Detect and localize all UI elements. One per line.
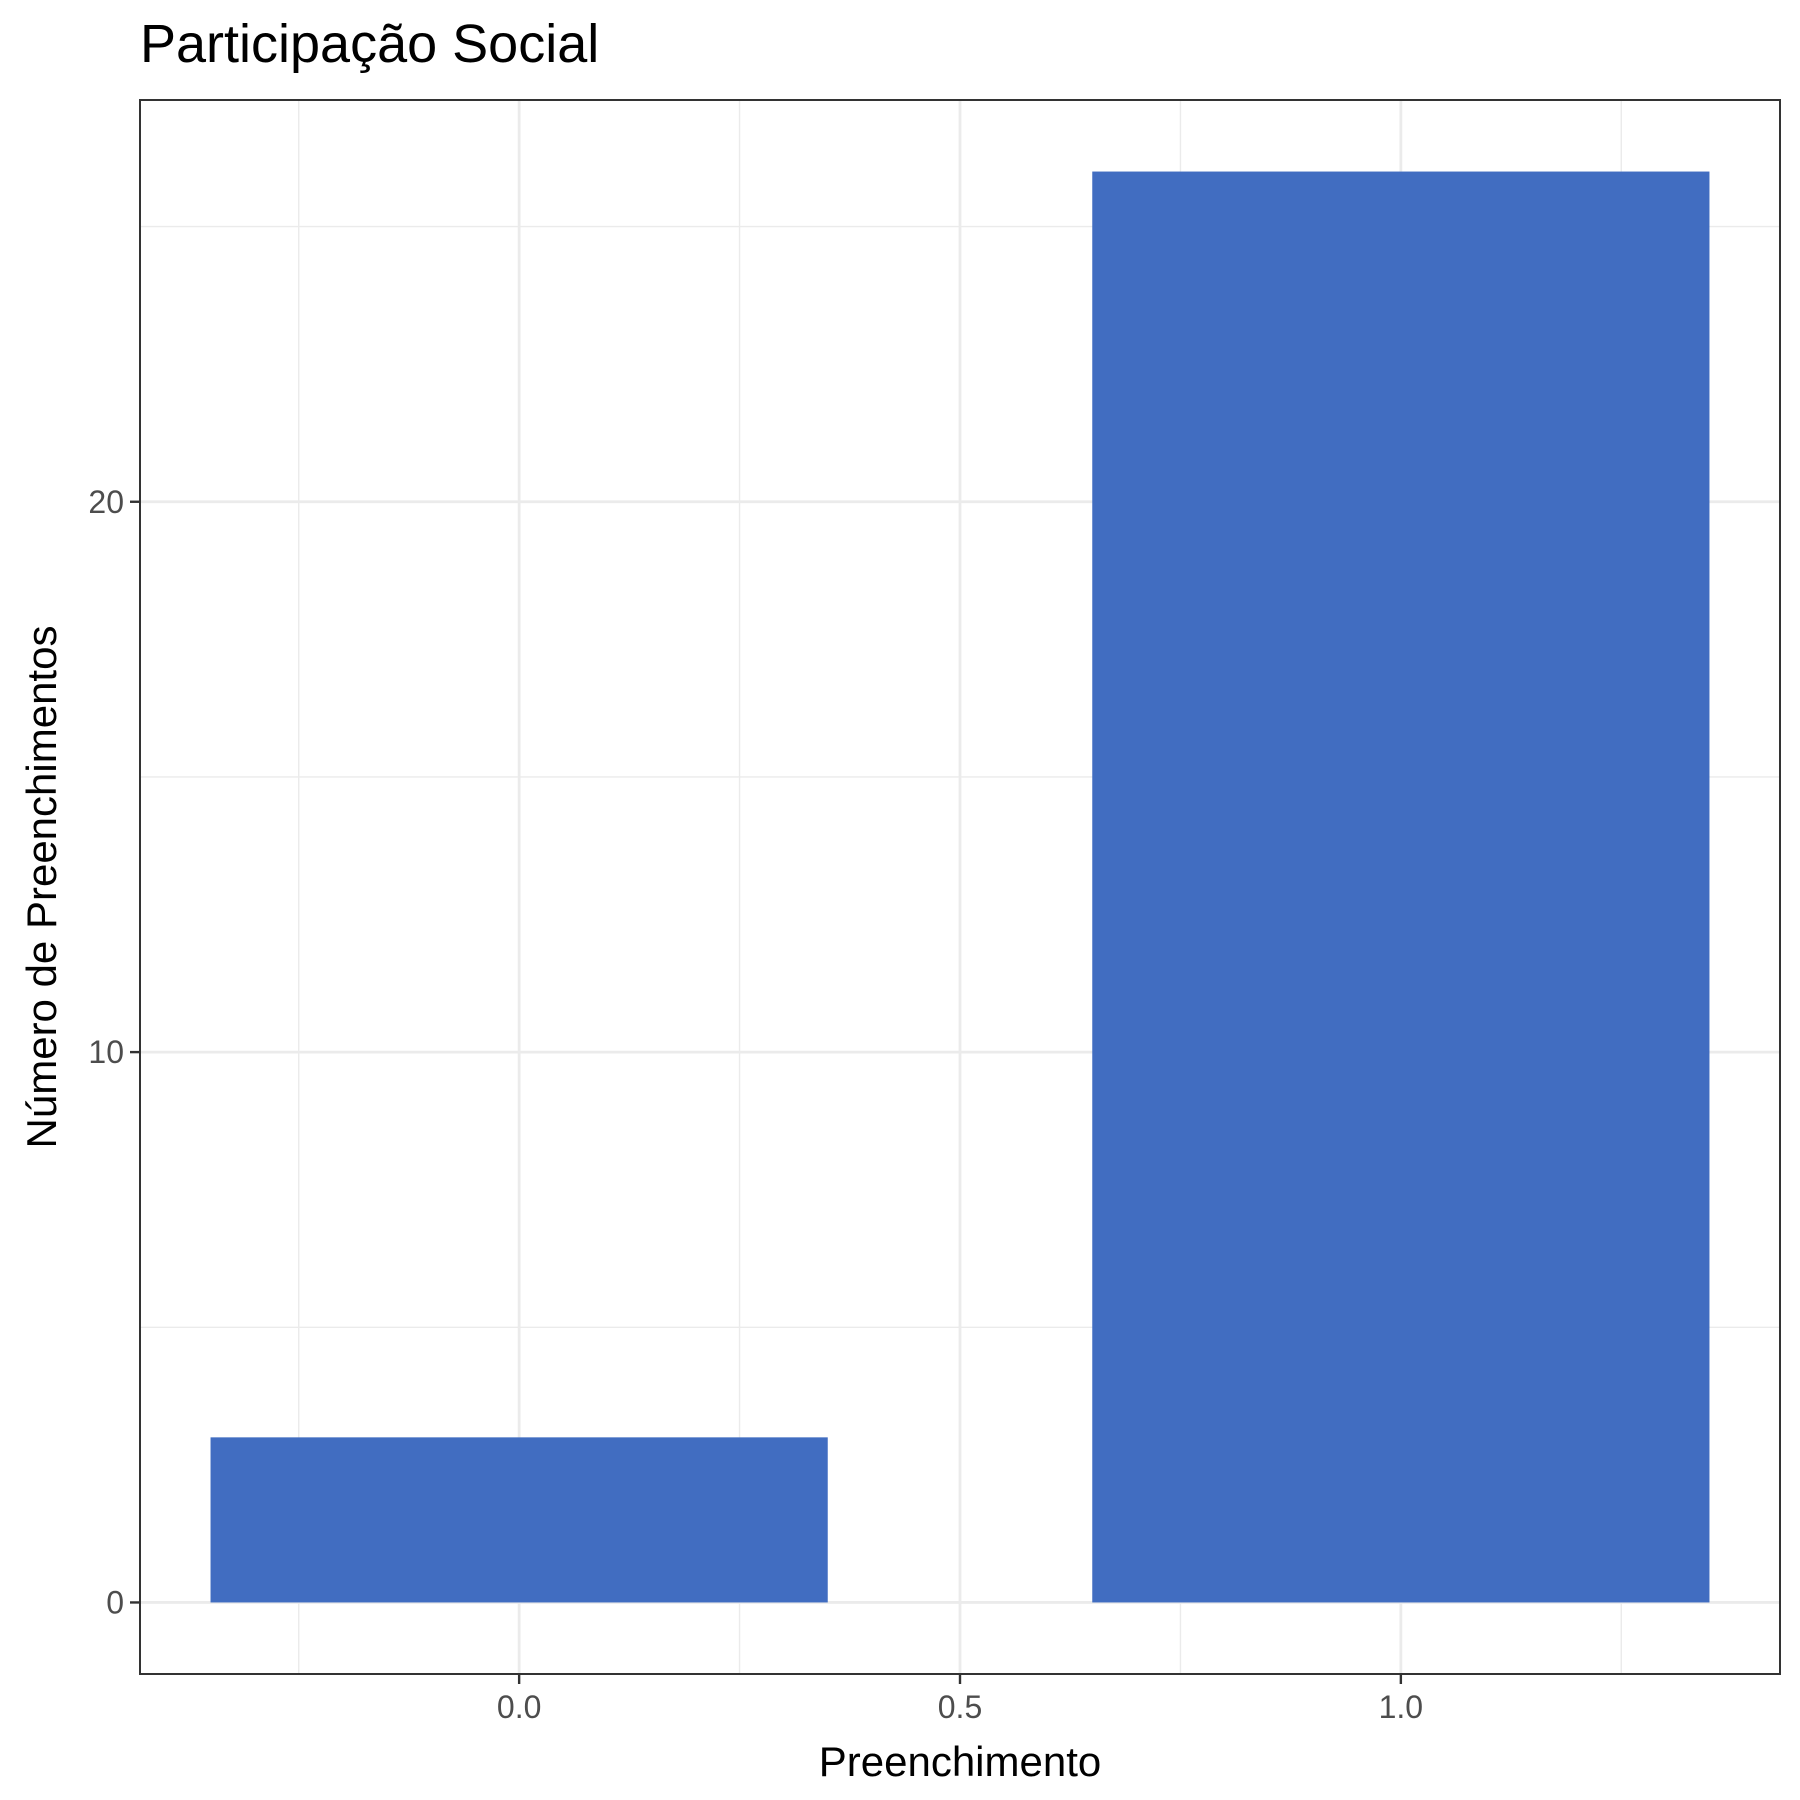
y-axis-title: Número de Preenchimentos: [18, 626, 65, 1149]
bar-1: [1092, 171, 1710, 1603]
bars: [210, 171, 1710, 1603]
x-axis: 0.0 0.5 1.0: [497, 1674, 1423, 1725]
y-tick-label: 10: [88, 1034, 124, 1070]
x-tick-label: 0.5: [938, 1689, 982, 1725]
y-tick-label: 0: [106, 1584, 124, 1620]
y-tick-label: 20: [88, 484, 124, 520]
y-axis: 0 10 20: [88, 484, 140, 1620]
x-axis-title: Preenchimento: [819, 1738, 1102, 1785]
chart-title: Participação Social: [140, 14, 599, 74]
x-tick-label: 1.0: [1379, 1689, 1423, 1725]
x-tick-label: 0.0: [497, 1689, 541, 1725]
bar-0: [210, 1437, 828, 1603]
